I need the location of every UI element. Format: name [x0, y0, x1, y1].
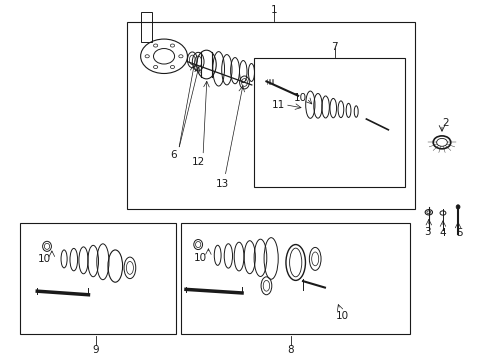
Text: 4: 4 — [439, 228, 446, 238]
Text: 1: 1 — [270, 5, 277, 15]
Text: 13: 13 — [216, 179, 229, 189]
Ellipse shape — [455, 205, 459, 209]
Text: 5: 5 — [455, 228, 462, 238]
Text: 10: 10 — [293, 93, 306, 103]
Text: 3: 3 — [423, 227, 430, 237]
Text: 2: 2 — [441, 118, 448, 128]
Text: 8: 8 — [287, 345, 294, 355]
Text: 11: 11 — [271, 100, 285, 110]
Text: 9: 9 — [92, 345, 99, 355]
Text: 10: 10 — [38, 254, 51, 264]
Text: 10: 10 — [335, 311, 348, 321]
Bar — [141, 12, 152, 42]
Bar — [127, 22, 414, 209]
Bar — [20, 223, 176, 334]
Text: 6: 6 — [170, 150, 177, 160]
Text: 7: 7 — [331, 42, 337, 52]
Text: 12: 12 — [191, 157, 204, 167]
Text: 10: 10 — [194, 253, 207, 263]
Bar — [181, 223, 409, 334]
Bar — [254, 58, 405, 187]
